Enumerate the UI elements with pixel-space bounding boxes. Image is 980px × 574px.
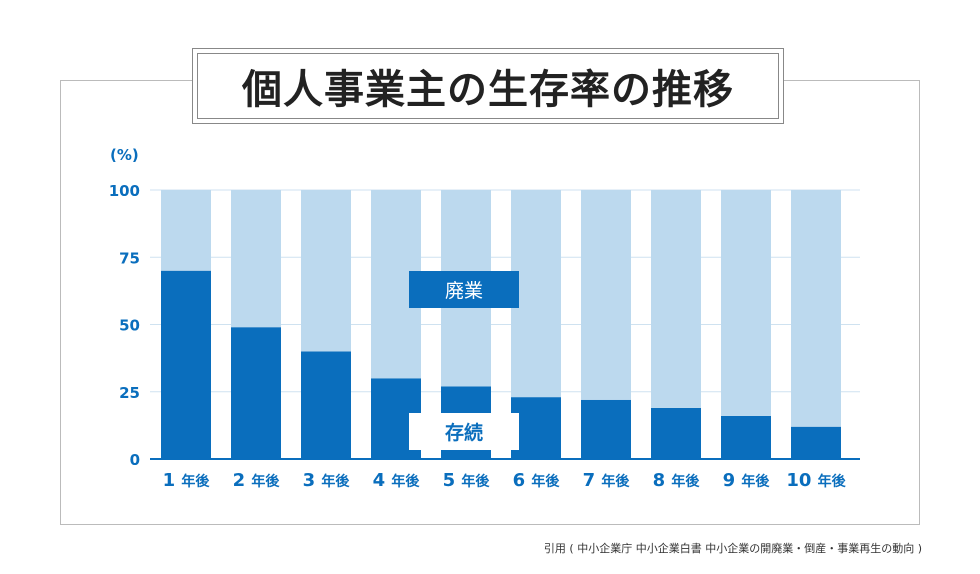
x-tick-label: 10 年後 bbox=[786, 470, 846, 491]
bar-survived bbox=[301, 351, 351, 459]
bar-survived bbox=[231, 327, 281, 459]
bar-survived bbox=[721, 415, 771, 459]
x-tick-label: 3 年後 bbox=[303, 470, 351, 491]
x-tick-label: 5 年後 bbox=[443, 470, 491, 491]
x-tick-label: 6 年後 bbox=[513, 470, 561, 491]
y-tick-label: 100 bbox=[109, 182, 140, 200]
x-tick-label: 7 年後 bbox=[583, 470, 631, 491]
bar-closed bbox=[511, 190, 561, 398]
bar-closed bbox=[651, 190, 701, 408]
y-axis-label: (%) bbox=[110, 146, 139, 164]
x-tick-label: 8 年後 bbox=[653, 470, 701, 491]
bar-closed bbox=[231, 190, 281, 328]
x-tick-label: 9 年後 bbox=[723, 470, 771, 491]
bar-survived bbox=[581, 399, 631, 459]
x-tick-label: 1 年後 bbox=[163, 470, 211, 491]
legend-label-survived: 存続 bbox=[409, 413, 519, 450]
y-tick-label: 0 bbox=[130, 451, 140, 469]
bar-closed bbox=[791, 190, 841, 427]
bar-survived bbox=[161, 270, 211, 459]
bar-closed bbox=[161, 190, 211, 271]
y-tick-label: 75 bbox=[119, 249, 140, 267]
bar-closed bbox=[301, 190, 351, 352]
x-tick-label: 4 年後 bbox=[373, 470, 421, 491]
y-tick-label: 25 bbox=[119, 384, 140, 402]
bar-survived bbox=[791, 426, 841, 459]
source-caption: 引用 ( 中小企業庁 中小企業白書 中小企業の開廃業・倒産・事業再生の動向 ) bbox=[543, 542, 922, 555]
legend-label-closed: 廃業 bbox=[409, 271, 519, 308]
chart-title-box: 個人事業主の生存率の推移 bbox=[192, 48, 784, 124]
bar-closed bbox=[721, 190, 771, 416]
y-tick-label: 50 bbox=[119, 317, 140, 335]
bar-survived bbox=[651, 407, 701, 459]
x-tick-label: 2 年後 bbox=[233, 470, 281, 491]
bar-survived bbox=[511, 397, 561, 459]
bar-closed bbox=[581, 190, 631, 400]
